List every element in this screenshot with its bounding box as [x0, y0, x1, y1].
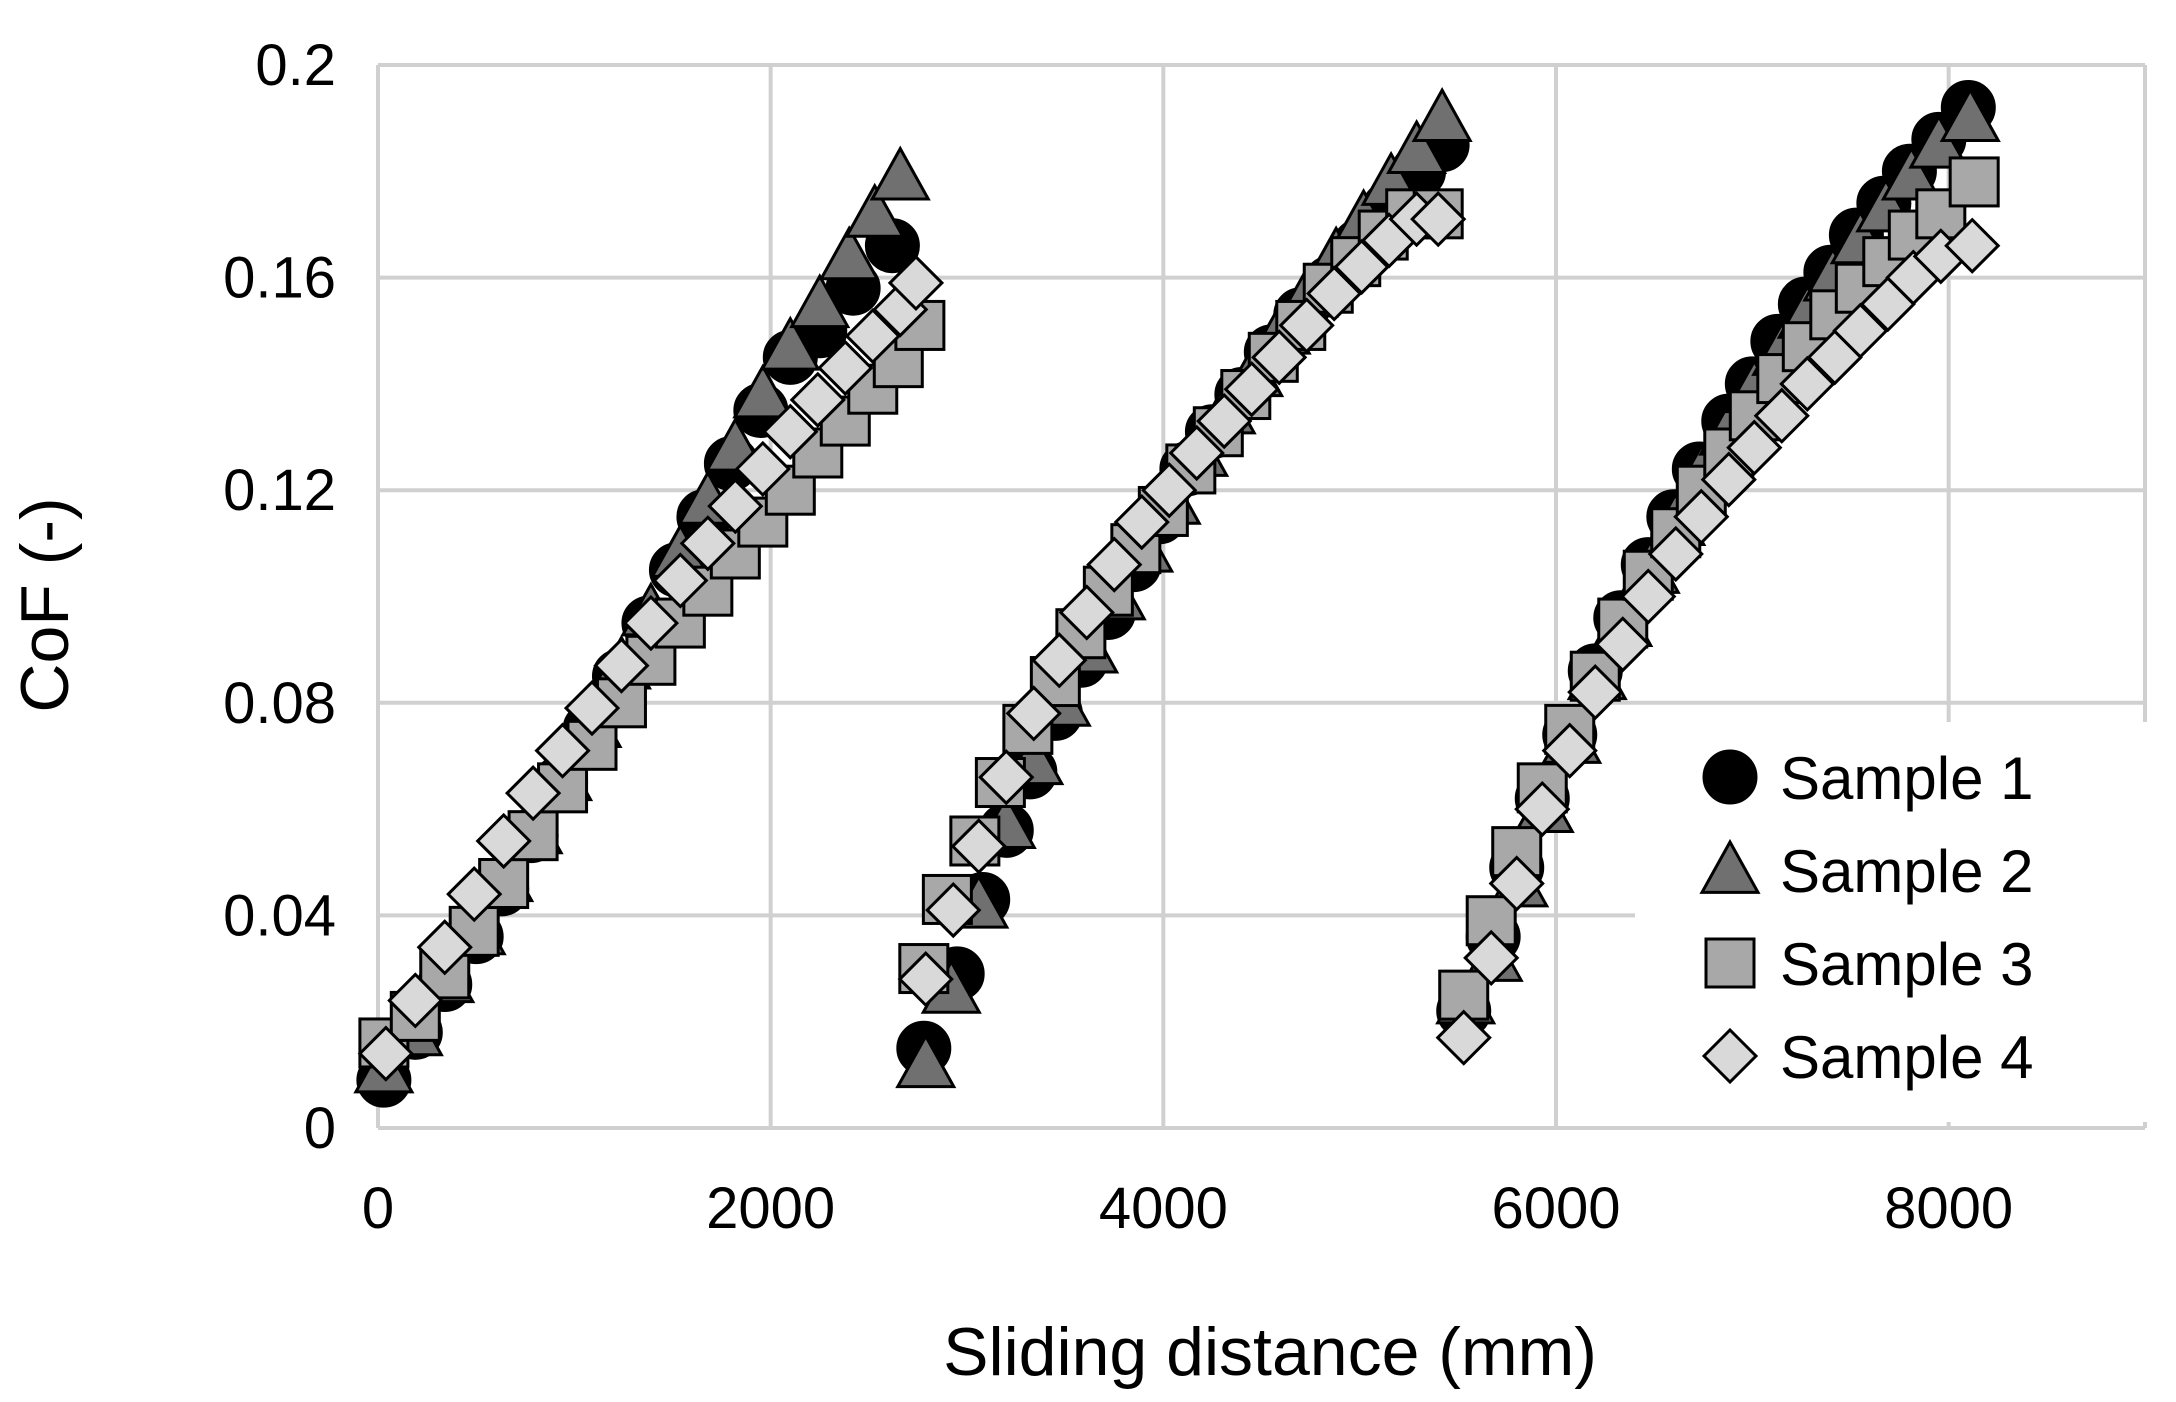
data-point-diamond — [1141, 462, 1198, 519]
y-tick-label: 0.12 — [223, 458, 336, 523]
legend-marker-square — [1704, 937, 1756, 989]
legend-marker-diamond — [1701, 1027, 1759, 1085]
data-point-diamond — [593, 637, 650, 694]
data-point-diamond — [357, 1025, 414, 1082]
x-tick-label: 4000 — [1099, 1176, 1228, 1241]
data-point-diamond — [1113, 493, 1170, 551]
data-point-diamond — [1223, 361, 1280, 418]
legend-marker-circle — [1702, 749, 1758, 805]
data-point-diamond — [1594, 616, 1651, 673]
data-point-diamond — [1700, 451, 1757, 508]
y-tick-label: 0.2 — [255, 33, 336, 98]
data-point-diamond — [504, 765, 562, 822]
x-tick-label: 8000 — [1884, 1176, 2013, 1241]
data-point-diamond — [679, 515, 736, 572]
legend-label: Sample 3 — [1780, 931, 2033, 998]
data-point-diamond — [1278, 297, 1335, 354]
y-axis-title: CoF (-) — [7, 497, 83, 712]
data-point-triangle — [1386, 118, 1448, 174]
legend-marker-triangle — [1699, 838, 1761, 894]
data-point-diamond — [1005, 685, 1062, 742]
data-point-diamond — [762, 403, 819, 460]
data-point-diamond — [1488, 855, 1545, 912]
data-point-diamond — [887, 254, 945, 312]
data-point-diamond — [1647, 525, 1704, 583]
data-point-triangle — [869, 145, 931, 201]
data-point-diamond — [1251, 329, 1308, 386]
data-point-diamond — [1753, 387, 1810, 444]
data-point-square — [1948, 156, 2000, 208]
data-point-diamond — [1463, 929, 1520, 987]
ticks-layer: 0 0.04 0.08 0.12 0.16 0.2 0 2000 4000 6000 8000 — [223, 33, 2013, 1241]
legend-label: Sample 1 — [1780, 745, 2033, 812]
data-point-triangle — [1411, 87, 1473, 143]
x-tick-label: 0 — [362, 1176, 394, 1241]
data-point-diamond — [1673, 488, 1730, 545]
data-point-diamond — [622, 594, 680, 652]
data-point-diamond — [789, 371, 846, 428]
data-point-diamond — [1514, 780, 1571, 838]
data-point-triangle — [818, 225, 880, 281]
data-point-diamond — [978, 749, 1035, 806]
y-tick-label: 0.16 — [223, 246, 336, 311]
data-point-diamond — [1031, 632, 1088, 689]
data-point-diamond — [1168, 424, 1225, 482]
data-point-diamond — [1086, 536, 1143, 593]
data-point-diamond — [1620, 568, 1677, 625]
data-point-diamond — [1541, 722, 1598, 779]
data-point-diamond — [1410, 191, 1467, 248]
data-point-triangle — [1939, 87, 2001, 143]
legend: Sample 1 Sample 2 Sample 3 Sample 4 — [1635, 722, 2165, 1122]
x-tick-label: 2000 — [706, 1176, 835, 1241]
legend-label: Sample 2 — [1780, 838, 2033, 905]
data-point-diamond — [475, 812, 532, 870]
data-point-diamond — [534, 722, 591, 779]
data-point-diamond — [817, 339, 874, 397]
data-point-diamond — [1944, 217, 2001, 274]
data-point-diamond — [1435, 1009, 1492, 1066]
data-point-diamond — [563, 679, 621, 737]
x-axis-title: Sliding distance (mm) — [943, 1314, 1597, 1390]
data-point-triangle — [789, 273, 851, 329]
data-point-diamond — [925, 881, 982, 939]
data-point-triangle — [1880, 145, 1942, 201]
series-4 — [357, 191, 2001, 1082]
data-point-diamond — [1058, 584, 1115, 641]
data-point-diamond — [734, 440, 791, 498]
series-layer — [353, 80, 2001, 1108]
data-point-diamond — [897, 951, 954, 1008]
data-point-diamond — [1196, 392, 1253, 450]
data-point-diamond — [1726, 419, 1783, 476]
data-point-diamond — [446, 866, 503, 923]
data-point-triangle — [759, 315, 821, 371]
data-point-diamond — [950, 818, 1007, 875]
y-tick-label: 0.08 — [223, 671, 336, 736]
data-point-diamond — [416, 919, 473, 976]
legend-label: Sample 4 — [1780, 1024, 2033, 1091]
data-point-diamond — [1567, 664, 1624, 721]
data-point-diamond — [707, 478, 764, 535]
y-tick-label: 0.04 — [223, 883, 336, 948]
y-tick-label: 0 — [304, 1096, 336, 1161]
data-point-triangle — [732, 363, 794, 419]
x-tick-label: 6000 — [1491, 1176, 1620, 1241]
data-point-triangle — [895, 1033, 957, 1089]
data-point-triangle — [844, 182, 906, 238]
data-point-diamond — [652, 552, 709, 609]
data-point-diamond — [387, 972, 444, 1029]
